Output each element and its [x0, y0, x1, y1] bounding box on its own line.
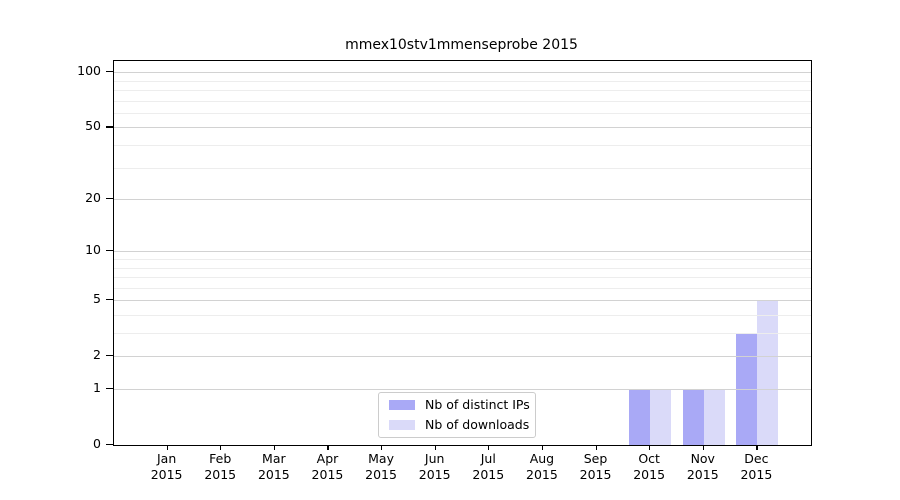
x-tick-mark	[166, 445, 168, 450]
y-tick-label: 5	[93, 291, 101, 307]
x-tick-mark	[381, 445, 383, 450]
gridline-minor	[114, 277, 811, 279]
x-tick-label: Mar 2015	[257, 451, 290, 482]
x-tick-label: Dec 2015	[740, 451, 773, 482]
x-tick-label: Aug 2015	[526, 451, 558, 482]
gridline-minor	[114, 112, 811, 114]
x-tick-label: Nov 2015	[686, 451, 719, 482]
gridline-minor	[114, 333, 811, 334]
x-tick-mark	[273, 445, 276, 450]
x-tick-label: Feb 2015	[204, 451, 237, 482]
y-tick-mark	[106, 388, 113, 390]
y-tick-mark	[106, 299, 113, 301]
legend-item-distinct-ips: Nb of distinct IPs	[379, 397, 535, 414]
gridline-minor	[114, 167, 811, 169]
gridline-minor	[114, 258, 811, 260]
bar-downloads	[650, 389, 672, 445]
gridline-minor	[114, 90, 811, 91]
x-tick-label: Apr 2015	[311, 451, 344, 482]
y-tick-label: 50	[85, 118, 101, 134]
legend-label-distinct-ips: Nb of distinct IPs	[425, 397, 530, 412]
chart-title: mmex10stv1mmenseprobe 2015	[345, 37, 578, 53]
x-tick-label: May 2015	[365, 451, 397, 482]
x-tick-label: Oct 2015	[633, 451, 666, 482]
x-tick-mark	[595, 445, 597, 450]
x-tick-mark	[649, 445, 651, 450]
bar-downloads	[757, 300, 779, 445]
bar-distinct-ips	[736, 333, 758, 445]
x-tick-mark	[220, 445, 222, 450]
y-tick-label: 0	[93, 436, 101, 451]
y-tick-mark	[106, 355, 113, 357]
y-tick-label: 20	[85, 190, 101, 206]
y-tick-mark	[106, 444, 113, 446]
gridline-minor	[114, 80, 811, 82]
y-tick-label: 100	[77, 63, 101, 79]
y-tick-label: 10	[85, 242, 101, 258]
x-tick-label: Jun 2015	[418, 451, 451, 482]
y-tick-mark	[106, 250, 113, 252]
bar-distinct-ips	[629, 389, 651, 445]
x-tick-mark	[434, 445, 436, 450]
bar-distinct-ips	[682, 389, 704, 445]
gridline-major	[114, 127, 811, 129]
bar-downloads	[703, 389, 725, 445]
plot-area	[113, 60, 812, 446]
gridline-minor	[114, 267, 811, 269]
gridline-minor	[114, 145, 811, 146]
gridline-major	[114, 356, 811, 358]
legend: Nb of distinct IPs Nb of downloads	[378, 392, 536, 438]
y-tick-mark	[106, 198, 113, 200]
y-tick-label: 1	[93, 380, 101, 395]
y-tick-mark	[106, 71, 113, 73]
y-tick-mark	[106, 126, 113, 128]
y-tick-label: 2	[93, 347, 101, 363]
gridline-minor	[114, 100, 811, 102]
x-tick-label: Jan 2015	[150, 451, 183, 482]
gridline-major	[114, 72, 811, 74]
gridline-minor	[114, 287, 811, 289]
legend-item-downloads: Nb of downloads	[379, 417, 535, 434]
x-tick-mark	[756, 445, 758, 450]
x-tick-mark	[702, 445, 704, 450]
x-tick-mark	[541, 445, 544, 450]
gridline-major	[114, 199, 811, 201]
x-tick-label: Sep 2015	[579, 451, 612, 482]
gridline-major	[114, 389, 811, 390]
gridline-major	[114, 251, 811, 253]
gridline-minor	[114, 314, 811, 316]
gridline-major	[114, 300, 811, 302]
x-tick-mark	[327, 445, 329, 450]
legend-swatch-downloads-icon	[389, 420, 415, 430]
legend-swatch-distinct-ips-icon	[389, 400, 415, 410]
x-tick-mark	[488, 445, 490, 450]
x-tick-label: Jul 2015	[472, 451, 505, 482]
legend-label-downloads: Nb of downloads	[425, 417, 530, 432]
